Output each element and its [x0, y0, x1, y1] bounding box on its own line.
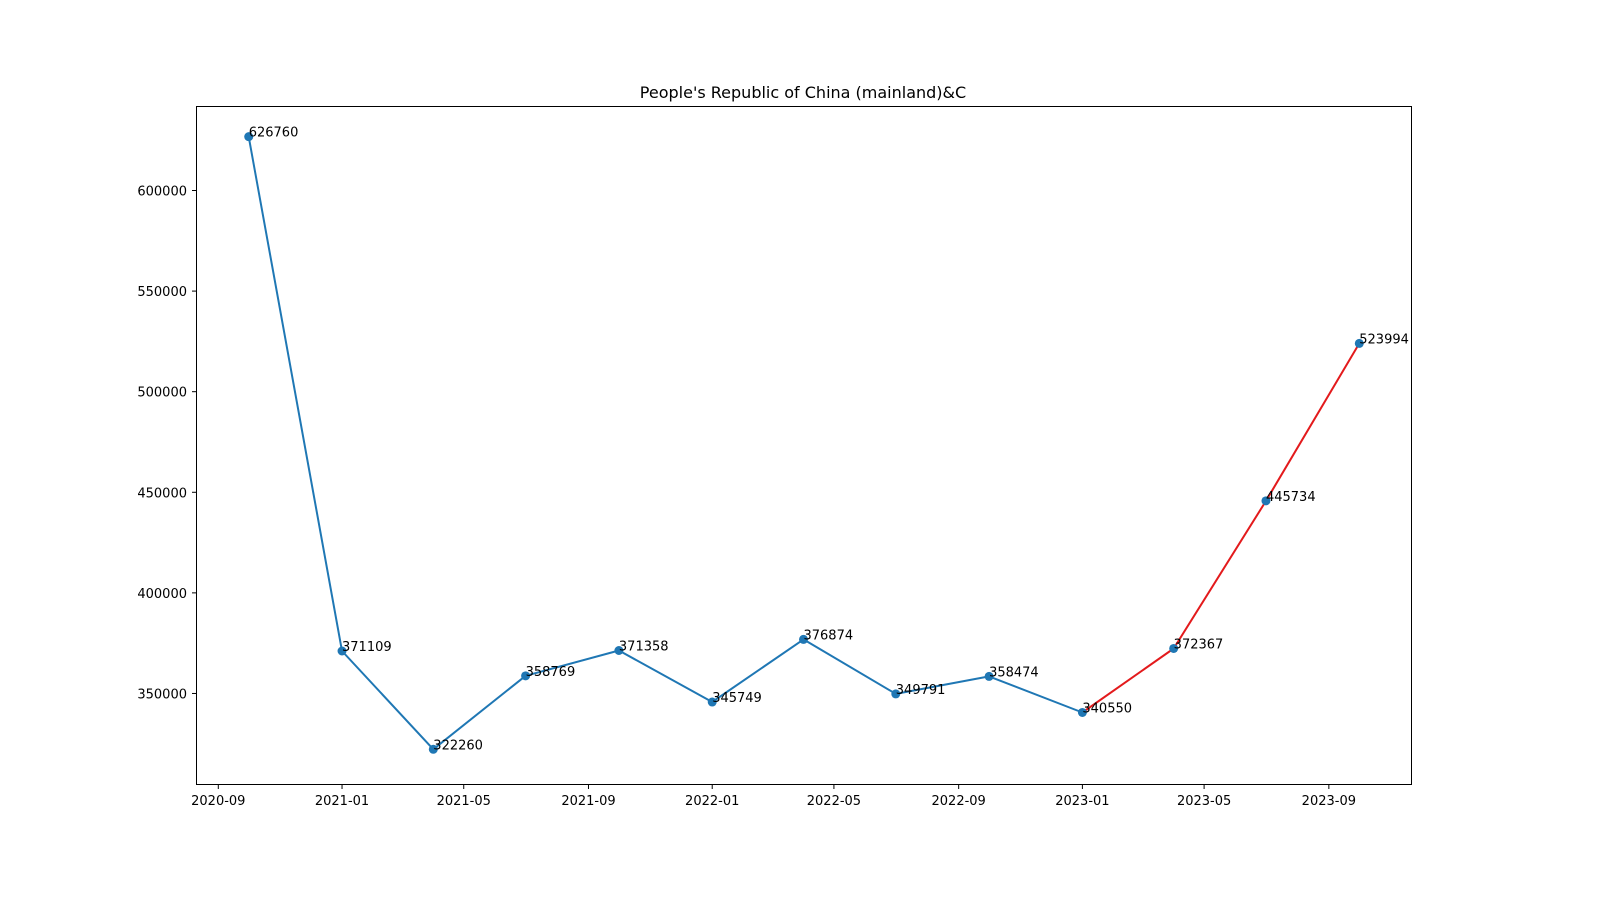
data-label: 371109 — [342, 640, 392, 655]
y-tick-label: 600000 — [137, 184, 187, 199]
data-point — [1169, 643, 1179, 653]
data-label: 445734 — [1266, 490, 1316, 505]
data-label: 345749 — [712, 691, 762, 706]
x-tick-label: 2022-05 — [807, 794, 861, 809]
y-axis: 350000 400000 450000 500000 550000 600000 — [137, 184, 197, 702]
x-tick-label: 2021-05 — [437, 794, 491, 809]
data-point — [1354, 338, 1364, 348]
data-label: 340550 — [1082, 701, 1132, 716]
x-tick-label: 2022-01 — [685, 794, 739, 809]
y-tick-label: 500000 — [137, 386, 187, 401]
data-point — [428, 744, 438, 754]
x-tick-label: 2020-09 — [191, 794, 245, 809]
data-label: 358769 — [526, 665, 576, 680]
series-line-2 — [1081, 342, 1361, 714]
x-tick-label: 2023-05 — [1177, 794, 1231, 809]
data-label: 322260 — [433, 738, 483, 753]
x-axis: 2020-09 2021-01 2021-05 2021-09 2022-01 2022-… — [191, 784, 1356, 809]
data-point — [337, 646, 347, 656]
x-tick-label: 2022-09 — [932, 794, 986, 809]
data-point — [798, 634, 808, 644]
x-tick-label: 2023-01 — [1055, 794, 1109, 809]
y-tick-label: 350000 — [137, 687, 187, 702]
data-label: 358474 — [989, 665, 1039, 680]
x-tick-label: 2023-09 — [1302, 794, 1356, 809]
data-point — [1077, 707, 1087, 717]
series-line-1 — [247, 136, 1083, 751]
data-point — [707, 697, 717, 707]
data-label: 371358 — [619, 639, 669, 654]
data-label: 376874 — [803, 628, 853, 643]
data-label: 349791 — [896, 683, 946, 698]
x-tick-label: 2021-09 — [561, 794, 615, 809]
data-point — [521, 671, 531, 681]
plot-marks: 626760 371109 322260 358769 371358 345749 3768… — [244, 126, 1409, 754]
y-tick-label: 550000 — [137, 285, 187, 300]
data-point — [614, 645, 624, 655]
data-point — [1261, 496, 1271, 506]
y-tick-label: 400000 — [137, 587, 187, 602]
y-tick-label: 450000 — [137, 486, 187, 501]
data-label: 523994 — [1359, 332, 1409, 347]
chart-title: People's Republic of China (mainland)&C — [640, 83, 966, 102]
data-point — [891, 689, 901, 699]
data-label: 372367 — [1174, 637, 1224, 652]
data-point — [984, 671, 994, 681]
data-point — [244, 132, 254, 142]
data-label: 626760 — [249, 126, 299, 141]
x-tick-label: 2021-01 — [315, 794, 369, 809]
plot-frame — [196, 106, 1412, 785]
